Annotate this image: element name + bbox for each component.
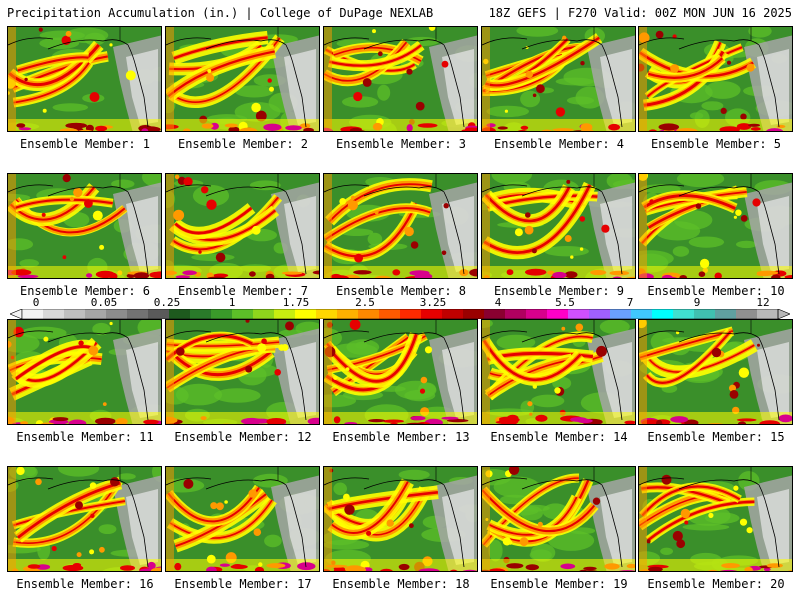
ensemble-map-20 xyxy=(638,466,793,572)
colorbar-segment xyxy=(673,309,695,319)
colorbar-segment xyxy=(757,309,779,319)
ensemble-member-label: Ensemble Member: 6 xyxy=(19,284,151,298)
colorbar-segment xyxy=(43,309,65,319)
colorbar-tick-label: 1 xyxy=(228,296,236,309)
colorbar-segment xyxy=(148,309,170,319)
ensemble-map-6 xyxy=(7,173,162,279)
ensemble-member-label: Ensemble Member: 9 xyxy=(493,284,625,298)
ensemble-map-19 xyxy=(481,466,636,572)
colorbar-segment xyxy=(610,309,632,319)
colorbar-segment xyxy=(715,309,737,319)
colorbar-segment xyxy=(463,309,485,319)
colorbar-segment xyxy=(652,309,674,319)
ensemble-member-label: Ensemble Member: 7 xyxy=(177,284,309,298)
colorbar-segment xyxy=(211,309,233,319)
ensemble-map-1 xyxy=(7,26,162,132)
ensemble-member-label: Ensemble Member: 18 xyxy=(332,577,470,591)
colorbar-segment xyxy=(442,309,464,319)
colorbar-segment xyxy=(547,309,569,319)
colorbar-segment xyxy=(337,309,359,319)
ensemble-member-label: Ensemble Member: 8 xyxy=(335,284,467,298)
ensemble-map-14 xyxy=(481,319,636,425)
ensemble-map-8 xyxy=(323,173,478,279)
colorbar-segment xyxy=(379,309,401,319)
colorbar-segment xyxy=(106,309,128,319)
colorbar-segment xyxy=(505,309,527,319)
ensemble-member-label: Ensemble Member: 16 xyxy=(16,577,154,591)
ensemble-map-16 xyxy=(7,466,162,572)
colorbar-segment xyxy=(295,309,317,319)
colorbar-segment xyxy=(316,309,338,319)
ensemble-member-label: Ensemble Member: 3 xyxy=(335,137,467,151)
colorbar-segment xyxy=(568,309,590,319)
ensemble-member-label: Ensemble Member: 4 xyxy=(493,137,625,151)
colorbar-segment xyxy=(694,309,716,319)
colorbar-segment xyxy=(589,309,611,319)
ensemble-map-5 xyxy=(638,26,793,132)
ensemble-map-17 xyxy=(165,466,320,572)
colorbar-segment xyxy=(22,309,44,319)
ensemble-member-label: Ensemble Member: 17 xyxy=(174,577,312,591)
colorbar-tick-label: 2.5 xyxy=(355,296,375,309)
colorbar-tick-label: 0.05 xyxy=(90,296,118,309)
model-run-info: 18Z GEFS | F270 Valid: 00Z MON JUN 16 20… xyxy=(488,6,792,20)
colorbar-segment xyxy=(127,309,149,319)
colorbar-segment xyxy=(736,309,758,319)
colorbar-segment xyxy=(190,309,212,319)
colorbar-tick-label: 12 xyxy=(756,296,770,309)
colorbar-tick-label: 4 xyxy=(494,296,502,309)
chart-title: Precipitation Accumulation (in.) | Colle… xyxy=(7,6,434,20)
ensemble-map-3 xyxy=(323,26,478,132)
ensemble-map-7 xyxy=(165,173,320,279)
ensemble-member-label: Ensemble Member: 14 xyxy=(490,430,628,444)
ensemble-member-label: Ensemble Member: 5 xyxy=(650,137,782,151)
precipitation-colorbar xyxy=(10,309,790,319)
colorbar-segment xyxy=(400,309,422,319)
colorbar-tick-label: 1.75 xyxy=(282,296,310,309)
colorbar-segment xyxy=(85,309,107,319)
colorbar-segment xyxy=(274,309,296,319)
colorbar-tick-label: 7 xyxy=(626,296,634,309)
ensemble-member-label: Ensemble Member: 15 xyxy=(647,430,785,444)
ensemble-map-13 xyxy=(323,319,478,425)
ensemble-member-label: Ensemble Member: 10 xyxy=(647,284,785,298)
ensemble-map-18 xyxy=(323,466,478,572)
colorbar-segment xyxy=(169,309,191,319)
ensemble-member-label: Ensemble Member: 2 xyxy=(177,137,309,151)
colorbar-tick-label: 0.25 xyxy=(153,296,181,309)
colorbar-segment xyxy=(421,309,443,319)
colorbar-tick-label: 3.25 xyxy=(419,296,447,309)
colorbar-segment xyxy=(358,309,380,319)
ensemble-member-label: Ensemble Member: 19 xyxy=(490,577,628,591)
ensemble-map-4 xyxy=(481,26,636,132)
ensemble-member-label: Ensemble Member: 11 xyxy=(16,430,154,444)
ensemble-member-label: Ensemble Member: 12 xyxy=(174,430,312,444)
ensemble-map-12 xyxy=(165,319,320,425)
colorbar-segment xyxy=(631,309,653,319)
colorbar-tick-label: 5.5 xyxy=(555,296,575,309)
colorbar-segment xyxy=(253,309,275,319)
ensemble-map-9 xyxy=(481,173,636,279)
ensemble-map-2 xyxy=(165,26,320,132)
ensemble-map-11 xyxy=(7,319,162,425)
ensemble-map-15 xyxy=(638,319,793,425)
colorbar-tick-label: 9 xyxy=(693,296,701,309)
colorbar-segment xyxy=(526,309,548,319)
colorbar-segment xyxy=(64,309,86,319)
colorbar-tick-label: 0 xyxy=(32,296,40,309)
ensemble-member-label: Ensemble Member: 1 xyxy=(19,137,151,151)
ensemble-member-label: Ensemble Member: 20 xyxy=(647,577,785,591)
ensemble-map-10 xyxy=(638,173,793,279)
ensemble-member-label: Ensemble Member: 13 xyxy=(332,430,470,444)
colorbar-segment xyxy=(232,309,254,319)
colorbar-segment xyxy=(484,309,506,319)
